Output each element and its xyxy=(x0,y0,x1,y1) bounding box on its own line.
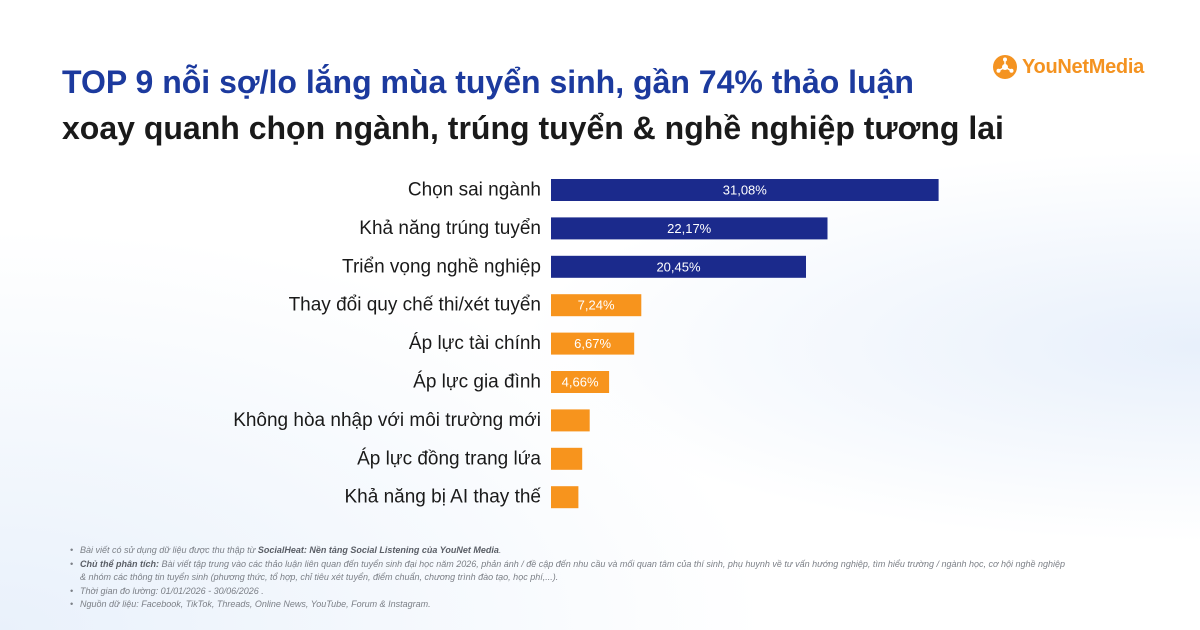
bar xyxy=(551,217,828,240)
brand-logo: YouNetMedia xyxy=(992,52,1144,82)
footnote-scope: Chủ thể phân tích: Bài viết tập trung và… xyxy=(70,558,1070,585)
footnotes: Bài viết có sử dụng dữ liệu được thu thậ… xyxy=(70,544,1070,612)
bar xyxy=(551,409,590,432)
bar xyxy=(551,486,579,509)
category-label: Khả năng trúng tuyển xyxy=(359,218,541,239)
bar xyxy=(551,447,583,470)
category-label: Áp lực đồng trang lứa xyxy=(357,448,541,469)
footnote-source: Bài viết có sử dụng dữ liệu được thu thậ… xyxy=(70,544,1070,558)
data-label: 6,67% xyxy=(574,336,611,351)
category-label: Không hòa nhập với môi trường mới xyxy=(233,410,541,431)
chart-title-line1: TOP 9 nỗi sợ/lo lắng mùa tuyển sinh, gần… xyxy=(62,64,914,100)
data-label: 7,24% xyxy=(578,298,615,313)
bar xyxy=(551,255,806,278)
chart-title-line2: xoay quanh chọn ngành, trúng tuyển & ngh… xyxy=(62,110,1004,146)
logo-text: YouNetMedia xyxy=(1022,55,1144,78)
data-label: 4,66% xyxy=(562,375,599,390)
category-label: Khả năng bị AI thay thế xyxy=(345,487,542,508)
data-label: 31,08% xyxy=(723,183,768,198)
data-label: 20,45% xyxy=(656,259,701,274)
category-label: Áp lực tài chính xyxy=(409,333,541,354)
category-label: Áp lực gia đình xyxy=(413,372,541,393)
bar xyxy=(551,179,939,201)
category-label: Chọn sai ngành xyxy=(408,180,541,201)
category-label: Thay đổi quy chế thi/xét tuyển xyxy=(289,295,541,316)
category-label: Triển vọng nghề nghiệp xyxy=(342,256,541,277)
footnote-data-source: Nguồn dữ liệu: Facebook, TikTok, Threads… xyxy=(70,598,1070,612)
bar xyxy=(551,332,635,355)
data-label: 22,17% xyxy=(667,221,712,236)
bar xyxy=(551,371,610,393)
bar xyxy=(551,294,642,317)
footnote-period: Thời gian đo lường: 01/01/2026 - 30/06/2… xyxy=(70,585,1070,599)
younet-logo-icon xyxy=(993,55,1017,79)
